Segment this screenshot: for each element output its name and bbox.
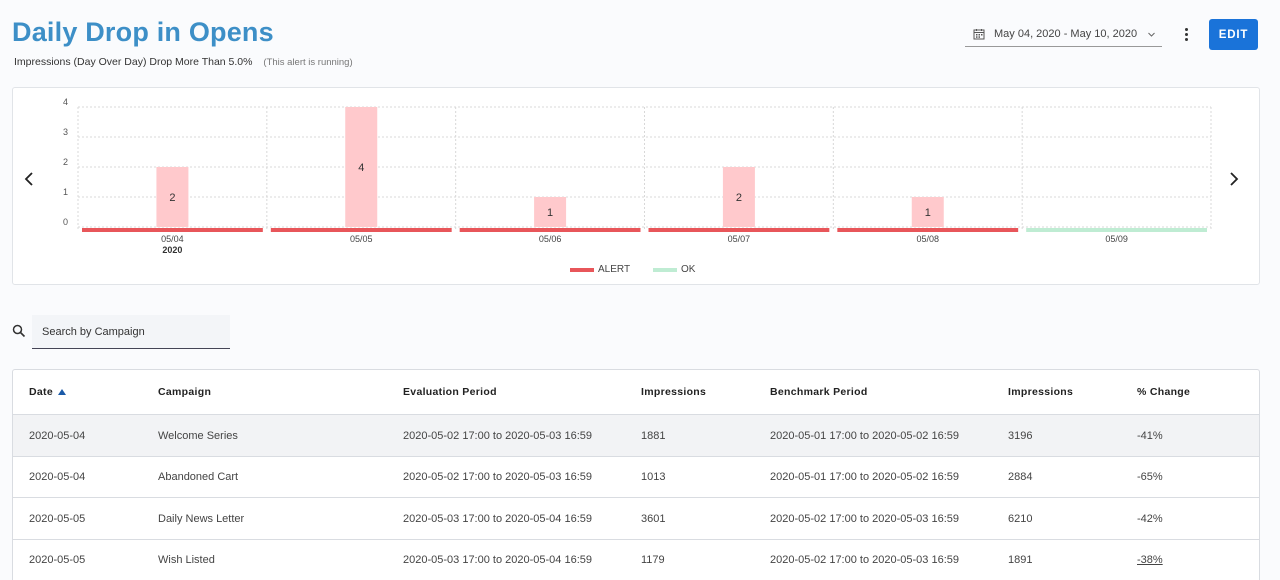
table-row[interactable]: 2020-05-04 Abandoned Cart 2020-05-02 17:… bbox=[13, 457, 1259, 498]
benchmark-period-cell: 2020-05-02 17:00 to 2020-05-03 16:59 bbox=[770, 554, 959, 566]
alert-status-note: (This alert is running) bbox=[263, 57, 353, 68]
bar bbox=[722, 167, 755, 227]
benchmark-impressions-cell: 6210 bbox=[1008, 512, 1033, 525]
percent-change-cell: -42% bbox=[1137, 512, 1163, 525]
x-year-label: 2020 bbox=[162, 245, 182, 255]
column-header-date[interactable]: Date bbox=[29, 370, 66, 414]
percent-change-cell: -65% bbox=[1137, 471, 1163, 483]
column-header-evaluation-period[interactable]: Evaluation Period bbox=[403, 386, 497, 398]
evaluation-impressions-cell: 1179 bbox=[641, 554, 665, 566]
campaign-cell: Daily News Letter bbox=[158, 512, 245, 525]
evaluation-impressions-cell: 3601 bbox=[641, 512, 666, 525]
column-header-label: Date bbox=[29, 386, 53, 398]
y-tick-label: 1 bbox=[63, 187, 68, 197]
bar bbox=[534, 197, 567, 227]
benchmark-period-cell: 2020-05-02 17:00 to 2020-05-03 16:59 bbox=[770, 512, 959, 525]
search-input[interactable] bbox=[32, 315, 230, 349]
x-tick-label: 05/06 bbox=[539, 234, 562, 244]
bar-value-label: 4 bbox=[358, 162, 364, 174]
evaluation-period-cell: 2020-05-03 17:00 to 2020-05-04 16:59 bbox=[403, 554, 592, 566]
benchmark-impressions-cell: 1891 bbox=[1008, 554, 1033, 566]
y-tick-label: 3 bbox=[63, 127, 68, 137]
alerts-table: Date Campaign Evaluation Period Impressi… bbox=[12, 369, 1260, 580]
percent-change-cell: -41% bbox=[1137, 429, 1163, 442]
column-header-evaluation-impressions[interactable]: Impressions bbox=[641, 386, 707, 398]
bar-value-label: 1 bbox=[547, 207, 553, 219]
bar bbox=[156, 167, 189, 227]
calendar-icon bbox=[973, 29, 985, 40]
y-tick-label: 2 bbox=[63, 157, 68, 167]
x-tick-label: 05/04 bbox=[161, 234, 184, 244]
percent-change-link[interactable]: -38% bbox=[1137, 554, 1163, 566]
date-cell: 2020-05-04 bbox=[29, 471, 86, 483]
column-header-benchmark-period[interactable]: Benchmark Period bbox=[770, 386, 868, 398]
status-band bbox=[1026, 228, 1207, 232]
evaluation-impressions-cell: 1881 bbox=[641, 429, 666, 442]
status-band bbox=[82, 228, 263, 232]
column-header-campaign[interactable]: Campaign bbox=[158, 386, 212, 398]
date-range-picker[interactable]: May 04, 2020 - May 10, 2020 bbox=[965, 22, 1162, 47]
evaluation-period-cell: 2020-05-02 17:00 to 2020-05-03 16:59 bbox=[403, 471, 592, 483]
status-band bbox=[648, 228, 830, 232]
date-cell: 2020-05-05 bbox=[29, 512, 86, 525]
chevron-right-icon bbox=[1230, 172, 1239, 186]
date-cell: 2020-05-05 bbox=[29, 554, 86, 566]
chart-next-button[interactable] bbox=[1229, 171, 1249, 195]
x-tick-label: 05/07 bbox=[728, 234, 751, 244]
bar-value-label: 2 bbox=[169, 192, 175, 204]
bar-value-label: 2 bbox=[736, 192, 742, 204]
bar bbox=[345, 107, 378, 227]
edit-button[interactable]: EDIT bbox=[1209, 19, 1258, 50]
evaluation-period-cell: 2020-05-02 17:00 to 2020-05-03 16:59 bbox=[403, 429, 592, 442]
date-range-value: May 04, 2020 - May 10, 2020 bbox=[994, 28, 1138, 40]
bar bbox=[911, 197, 944, 227]
sort-ascending-icon bbox=[57, 389, 66, 395]
evaluation-period-cell: 2020-05-03 17:00 to 2020-05-04 16:59 bbox=[403, 512, 592, 525]
campaign-cell: Wish Listed bbox=[158, 554, 215, 566]
benchmark-impressions-cell: 3196 bbox=[1008, 429, 1033, 442]
page-title: Daily Drop in Opens bbox=[12, 17, 274, 47]
alert-chart-card: 0 1 2 3 4 2 05/04 2020 4 05/05 1 05/06 2 05/07 1 05/08 0… bbox=[12, 87, 1260, 285]
table-row[interactable]: 2020-05-05 Wish Listed 2020-05-03 17:00 … bbox=[13, 540, 1259, 580]
chart-prev-button[interactable] bbox=[24, 171, 44, 195]
evaluation-impressions-cell: 1013 bbox=[641, 471, 666, 483]
status-band bbox=[459, 228, 641, 232]
benchmark-period-cell: 2020-05-01 17:00 to 2020-05-02 16:59 bbox=[770, 429, 959, 442]
column-header-percent-change[interactable]: % Change bbox=[1137, 386, 1191, 398]
status-band bbox=[837, 228, 1019, 232]
search-icon bbox=[12, 324, 26, 338]
table-row[interactable]: 2020-05-05 Daily News Letter 2020-05-03 … bbox=[13, 498, 1259, 540]
y-tick-label: 0 bbox=[63, 217, 68, 227]
campaign-cell: Welcome Series bbox=[158, 429, 238, 442]
bar-value-label: 1 bbox=[925, 207, 931, 219]
more-vert-icon[interactable] bbox=[1180, 25, 1192, 43]
y-tick-label: 4 bbox=[63, 97, 68, 107]
legend-swatch bbox=[570, 268, 594, 272]
alert-condition: Impressions (Day Over Day) Drop More Tha… bbox=[14, 56, 253, 68]
table-header-row: Date Campaign Evaluation Period Impressi… bbox=[13, 370, 1259, 415]
date-cell: 2020-05-04 bbox=[29, 429, 86, 442]
table-row[interactable]: 2020-05-04 Welcome Series 2020-05-02 17:… bbox=[13, 415, 1259, 457]
x-tick-label: 05/05 bbox=[350, 234, 373, 244]
campaign-cell: Abandoned Cart bbox=[158, 471, 239, 483]
benchmark-period-cell: 2020-05-01 17:00 to 2020-05-02 16:59 bbox=[770, 471, 959, 483]
chevron-left-icon bbox=[24, 172, 33, 186]
benchmark-impressions-cell: 2884 bbox=[1008, 471, 1033, 483]
legend-label: OK bbox=[681, 264, 696, 275]
status-band bbox=[270, 228, 452, 232]
alert-description: Impressions (Day Over Day) Drop More Tha… bbox=[14, 56, 353, 68]
chevron-down-icon bbox=[1148, 32, 1155, 37]
legend-swatch bbox=[653, 268, 677, 272]
x-tick-label: 05/08 bbox=[916, 234, 939, 244]
x-tick-label: 05/09 bbox=[1105, 234, 1128, 244]
legend-label: ALERT bbox=[598, 264, 630, 275]
column-header-benchmark-impressions[interactable]: Impressions bbox=[1008, 386, 1074, 398]
